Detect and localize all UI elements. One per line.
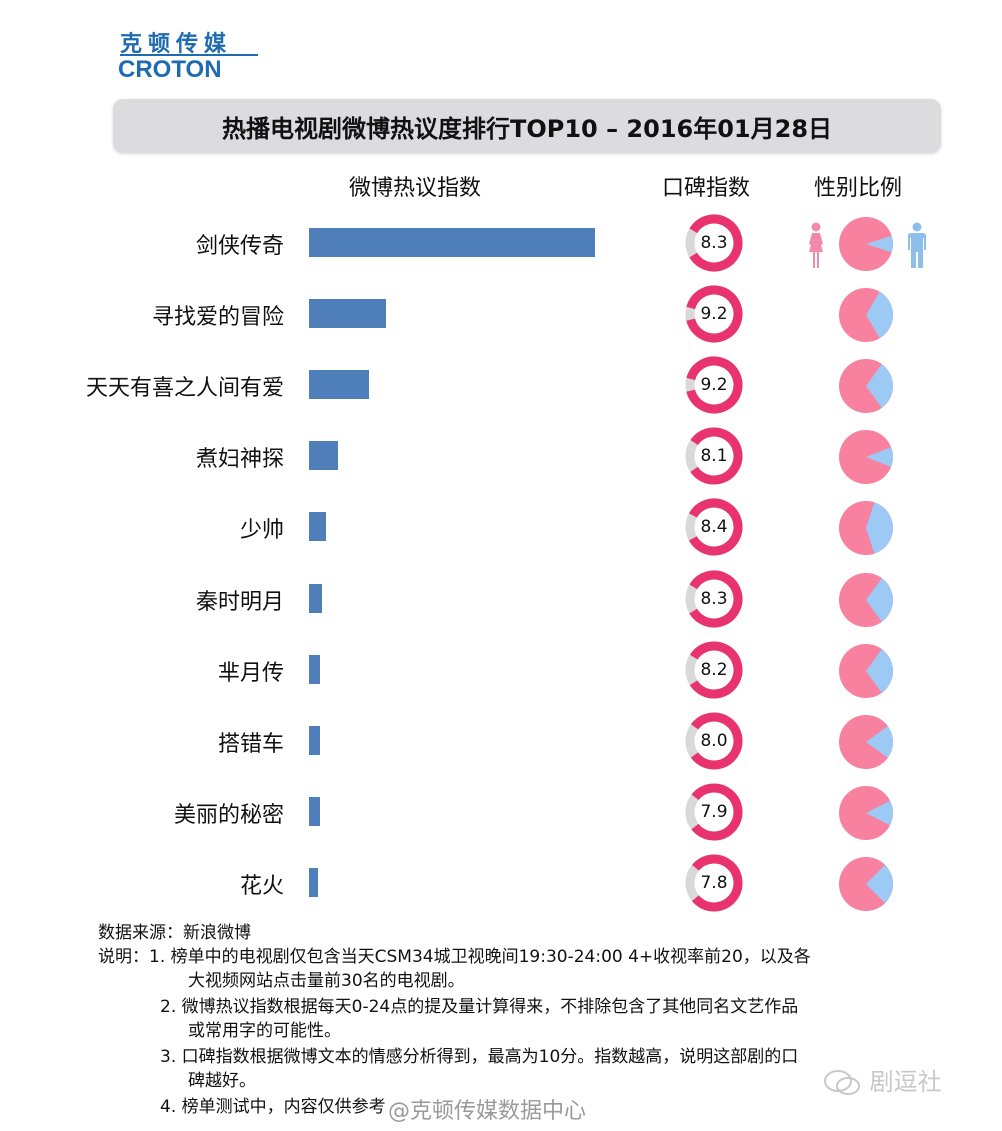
wechat-watermark-text: 剧逗社 [869, 1068, 942, 1096]
column-header-gender: 性别比例 [814, 176, 903, 201]
reputation-score: 8.1 [700, 446, 728, 467]
weibo-index-bar [309, 654, 320, 684]
note-line: 碑越好。 [188, 1071, 256, 1091]
reputation-donut [685, 712, 743, 770]
table-row: 天天有喜之人间有爱 9.2 [0, 354, 1002, 425]
weibo-index-bar [309, 725, 320, 755]
note-line: 说明：1. 榜单中的电视剧仅包含当天CSM34城卫视晚间19:30-24:00 … [98, 947, 811, 967]
reputation-donut [685, 854, 743, 912]
weibo-index-bar [309, 370, 369, 400]
reputation-donut [685, 285, 743, 343]
gender-ratio-pie [839, 217, 893, 271]
reputation-donut [685, 570, 743, 627]
chart-title: 热播电视剧微博热议度排行TOP10 – 2016年01月28日 [221, 114, 833, 143]
wechat-watermark: 剧逗社 [822, 1062, 942, 1098]
drama-name: 芈月传 [217, 660, 284, 686]
table-row: 剑侠传奇 8.3 [0, 212, 1002, 283]
reputation-donut [685, 783, 743, 841]
weibo-watermark: @克顿传媒数据中心 [388, 1099, 587, 1124]
female-icon [809, 222, 823, 268]
drama-name: 花火 [239, 873, 284, 899]
male-icon [908, 222, 926, 268]
reputation-score: 8.4 [700, 517, 728, 538]
gender-ratio-pie [839, 643, 893, 698]
reputation-score: 8.3 [700, 233, 728, 253]
column-header-reputation: 口碑指数 [662, 176, 751, 201]
drama-name: 煮妇神探 [195, 447, 284, 473]
weibo-index-bar [309, 512, 326, 542]
wechat-icon [824, 1070, 860, 1095]
gender-ratio-pie [839, 856, 893, 911]
reputation-score: 8.2 [700, 659, 728, 680]
data-source: 数据来源：新浪微博 [98, 923, 251, 943]
drama-name: 美丽的秘密 [173, 802, 284, 828]
logo-divider [120, 54, 258, 56]
gender-ratio-pie [839, 430, 893, 485]
note-line: 或常用字的可能性。 [188, 1021, 341, 1041]
reputation-score: 9.2 [700, 375, 728, 396]
table-row: 美丽的秘密 7.9 [0, 781, 1002, 852]
drama-name: 搭错车 [217, 731, 284, 757]
note-line: 2. 微博热议指数根据每天0-24点的提及量计算得来，不排除包含了其他同名文艺作… [160, 997, 799, 1017]
weibo-index-bar [309, 228, 595, 257]
logo-cn-text: 克顿传媒 [120, 32, 233, 57]
reputation-donut [685, 356, 743, 414]
weibo-index-bar [309, 583, 322, 613]
weibo-index-bar [309, 441, 338, 471]
reputation-score: 9.2 [700, 304, 728, 325]
croton-crescent-icon [267, 32, 322, 78]
table-row: 芈月传 8.2 [0, 639, 1002, 710]
reputation-score: 7.8 [700, 872, 728, 893]
reputation-score: 7.9 [700, 801, 728, 822]
title-banner: 热播电视剧微博热议度排行TOP10 – 2016年01月28日 [113, 99, 941, 153]
drama-name: 寻找爱的冒险 [151, 305, 284, 331]
drama-name: 天天有喜之人间有爱 [85, 376, 284, 402]
reputation-donut [685, 641, 743, 699]
reputation-donut [685, 214, 743, 272]
reputation-donut [685, 427, 743, 485]
table-row: 寻找爱的冒险 9.2 [0, 283, 1002, 354]
croton-logo: 克顿传媒 CROTON [118, 26, 358, 83]
gender-ratio-pie [839, 288, 893, 343]
drama-name: 少帅 [239, 518, 284, 544]
gender-ratio-pie [839, 785, 893, 840]
table-row: 少帅 8.4 [0, 496, 1002, 567]
table-row: 花火 7.8 [0, 852, 1002, 923]
table-row: 煮妇神探 8.1 [0, 425, 1002, 496]
table-row: 搭错车 8.0 [0, 710, 1002, 781]
reputation-score: 8.3 [700, 588, 728, 609]
reputation-donut [685, 498, 743, 556]
gender-ratio-pie [839, 501, 893, 556]
logo-en-text: CROTON [118, 56, 222, 83]
gender-ratio-pie [839, 714, 893, 769]
note-line: 3. 口碑指数根据微博文本的情感分析得到，最高为10分。指数越高，说明这部剧的口 [160, 1047, 799, 1067]
table-row: 秦时明月 8.3 [0, 568, 1002, 639]
weibo-index-bar [309, 299, 386, 329]
note-line: 大视频网站点击量前30名的电视剧。 [188, 971, 465, 991]
reputation-score: 8.0 [700, 730, 728, 751]
drama-name: 秦时明月 [195, 589, 284, 615]
weibo-index-bar [309, 867, 318, 897]
drama-name: 剑侠传奇 [195, 234, 284, 259]
gender-ratio-pie [839, 572, 893, 627]
gender-ratio-pie [839, 359, 893, 414]
weibo-index-bar [309, 796, 320, 826]
column-header-weibo: 微博热议指数 [349, 176, 482, 201]
note-line: 4. 榜单测试中，内容仅供参考 [160, 1097, 386, 1117]
